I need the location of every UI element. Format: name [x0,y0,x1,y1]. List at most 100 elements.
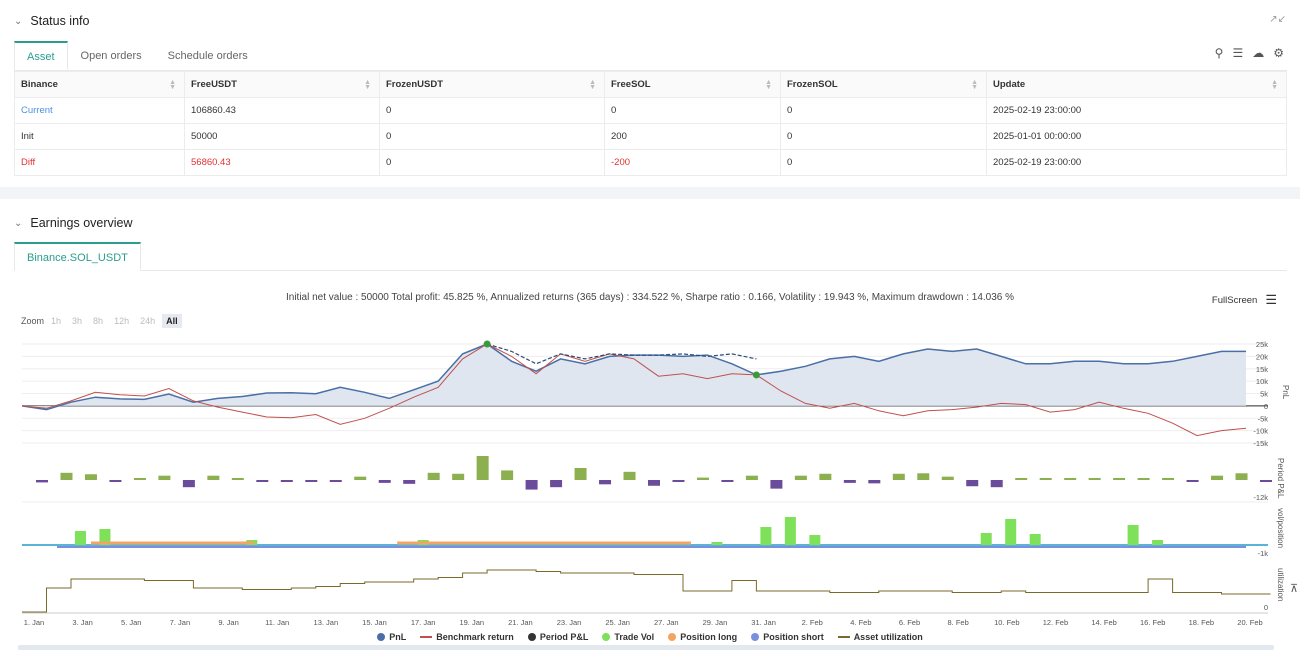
earnings-chart[interactable]: 25k 20k 15k 10k 5k 0 -5k -10k -15k PnL -12k Period … [0,330,1300,630]
legend-position-short[interactable]: Position short [751,632,824,642]
period-pnl-bar [721,480,734,482]
period-pnl-bar [1137,478,1150,480]
period-pnl-bar [599,480,612,485]
period-pnl-bar [109,480,122,482]
drawdown-line [486,343,757,365]
period-pnl-bar [427,472,440,480]
legend-dot [751,633,760,641]
chart-scrollbar[interactable] [18,645,1274,650]
trade-vol-bar [1152,540,1164,545]
cell: 2025-01-01 00:00:00 [986,123,1287,150]
zoom-all[interactable]: All [162,314,182,328]
col-header[interactable]: Binance ▲ ▼ [14,71,185,98]
col-header[interactable]: FrozenSOL ▲ ▼ [780,71,987,98]
x-tick-label: 16. Feb [1140,618,1165,627]
cell: 0 [379,149,605,176]
tab-binance-sol-usdt[interactable]: Binance.SOL_USDT [14,242,141,271]
period-pnl-bar [574,468,587,480]
period-pnl-bar [158,475,171,480]
tab-schedule-orders[interactable]: Schedule orders [167,50,248,62]
zoom-3h[interactable]: 3h [72,316,83,326]
legend-dot [377,633,386,641]
period-pnl-bar [231,478,244,480]
tab-asset[interactable]: Asset [14,41,68,70]
status-tabs: Asset Open orders Schedule orders [14,41,1287,71]
legend-pnl[interactable]: PnL [377,632,406,642]
table-row: Init 50000 0 200 0 2025-01-01 00:00:00 [14,123,1287,150]
period-pnl-bar [868,480,881,484]
x-tick-label: 11. Jan [265,618,289,627]
trade-vol-bar [99,529,111,545]
period-pnl-bar [1186,480,1199,482]
earnings-panel: ⌄ Earnings overview Binance.SOL_USDT Ini… [0,199,1300,651]
period-pnl-bar [1260,480,1272,482]
cell: 200 [604,123,781,150]
min-point-marker [752,371,760,379]
vol-tick-label: -1k [1258,549,1269,558]
chart-legend: PnL Benchmark return Period P&L Trade Vo… [0,632,1300,642]
x-tick-label: 27. Jan [654,618,679,627]
benchmark-line [21,343,1247,437]
period-pnl-bar [770,480,783,489]
period-pnl-bar [696,477,709,480]
legend-dot [602,633,611,641]
cell: 56860.43 [184,149,380,176]
zoom-24h[interactable]: 24h [140,316,156,326]
x-tick-label: 4. Feb [850,618,871,627]
col-header[interactable]: FreeSOL ▲ ▼ [604,71,781,98]
cell: -200 [604,149,781,176]
period-pnl-bar [1088,478,1101,480]
trade-vol-bar [809,535,821,545]
zoom-12h[interactable]: 12h [114,316,130,326]
cell: 0 [379,97,605,124]
earnings-header[interactable]: ⌄ Earnings overview [14,216,133,230]
trade-vol-bar [1127,525,1139,545]
list-icon[interactable]: ☰ [1232,46,1244,60]
fullscreen-button[interactable]: FullScreen ☰ [1212,292,1277,308]
row-label: Diff [14,149,185,176]
trade-vol-bar [760,527,772,545]
y-tick-label: 25k [1256,340,1268,349]
chevron-down-icon: ⌄ [14,15,23,27]
legend-line [420,636,433,638]
period-pnl-bar [623,471,636,480]
x-tick-label: 9. Jan [218,618,238,627]
y-tick-label: 10k [1256,377,1268,386]
zoom-1h[interactable]: 1h [51,316,62,326]
x-tick-label: 17. Jan [411,618,436,627]
menu-icon[interactable]: ☰ [1265,292,1277,307]
period-pnl-bar [672,480,685,482]
x-tick-label: 2. Feb [802,618,823,627]
period-pnl-bar [36,480,48,483]
row-label: Init [14,123,185,150]
gear-icon[interactable]: ⚙ [1273,46,1284,60]
status-header[interactable]: ⌄ Status info [14,14,89,28]
legend-trade-vol[interactable]: Trade Vol [602,632,654,642]
period-pnl-bar [329,480,342,482]
legend-asset-utilization[interactable]: Asset utilization [837,632,923,642]
legend-period-pnl[interactable]: Period P&L [527,632,588,642]
cell: 2025-02-19 23:00:00 [986,97,1287,124]
col-header[interactable]: FreeUSDT ▲ ▼ [184,71,380,98]
search-icon[interactable]: ⚲ [1214,46,1224,60]
cell: 0 [379,123,605,150]
period-tick-label: -12k [1253,493,1268,502]
x-tick-label: 10. Feb [994,618,1019,627]
back-to-top-icon[interactable]: ⊼ [1289,582,1298,595]
col-header[interactable]: FrozenUSDT ▲ ▼ [379,71,605,98]
period-pnl-bar [452,473,465,480]
col-header[interactable]: Update ▲ ▼ [986,71,1287,98]
x-tick-label: 7. Jan [170,618,190,627]
y-tick-label: -5k [1258,414,1269,423]
legend-position-long[interactable]: Position long [668,632,737,642]
legend-benchmark[interactable]: Benchmark return [420,632,514,642]
expand-icon[interactable]: ↗↙ [1269,14,1286,25]
period-pnl-bar [60,472,73,480]
tab-open-orders[interactable]: Open orders [80,50,142,62]
download-icon[interactable]: ☁ [1252,46,1265,60]
period-pnl-bar [256,480,269,482]
zoom-8h[interactable]: 8h [93,316,104,326]
status-title: Status info [30,14,90,28]
x-tick-label: 5. Jan [121,618,141,627]
period-pnl-bar [745,475,758,480]
